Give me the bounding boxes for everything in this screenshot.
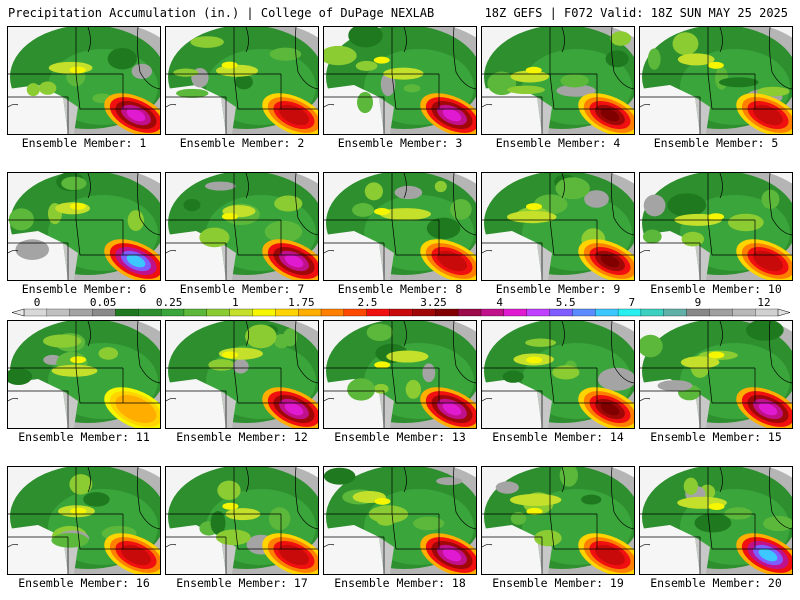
legend-color-swatch xyxy=(457,308,482,317)
ensemble-member-caption: Ensemble Member: 16 xyxy=(18,576,150,590)
legend-color-swatch xyxy=(343,308,368,317)
ensemble-member-map xyxy=(639,172,793,281)
legend-color-swatch xyxy=(617,308,642,317)
ensemble-member-map xyxy=(639,320,793,429)
legend-color-swatch xyxy=(526,308,550,317)
legend-color-bar xyxy=(11,308,791,317)
legend-color-swatch xyxy=(92,308,116,317)
legend-color-swatch xyxy=(69,308,93,317)
legend-color-swatch xyxy=(275,308,299,317)
ensemble-member-caption: Ensemble Member: 6 xyxy=(21,282,147,296)
ensemble-member-map xyxy=(7,26,161,135)
ensemble-member-map xyxy=(481,172,635,281)
ensemble-member-caption: Ensemble Member: 17 xyxy=(176,576,308,590)
ensemble-member-caption: Ensemble Member: 12 xyxy=(176,430,308,444)
ensemble-member-caption: Ensemble Member: 4 xyxy=(495,136,621,150)
model-run-label: 18Z GEFS | F072 Valid: 18Z SUN MAY 25 20… xyxy=(484,6,788,20)
ensemble-member-caption: Ensemble Member: 15 xyxy=(650,430,782,444)
ensemble-member-caption: Ensemble Member: 10 xyxy=(650,282,782,296)
ensemble-member-caption: Ensemble Member: 13 xyxy=(334,430,466,444)
ensemble-member-caption: Ensemble Member: 18 xyxy=(334,576,466,590)
legend-color-swatch xyxy=(389,308,413,317)
color-scale-legend: 0 0.05 0.25 1 1.75 2.5 3.25 4 5.5 7 9 12 xyxy=(0,297,800,319)
ensemble-member-map xyxy=(481,466,635,575)
ensemble-member-caption: Ensemble Member: 7 xyxy=(179,282,305,296)
legend-color-swatch xyxy=(480,308,505,317)
ensemble-member-map xyxy=(7,172,161,281)
legend-tick-label: 5.5 xyxy=(555,296,576,309)
ensemble-member-caption: Ensemble Member: 11 xyxy=(18,430,150,444)
ensemble-member-caption: Ensemble Member: 5 xyxy=(653,136,779,150)
legend-tick-label: 12 xyxy=(757,296,771,309)
legend-max-arrow xyxy=(777,308,791,317)
ensemble-member-caption: Ensemble Member: 8 xyxy=(337,282,463,296)
legend-tick-label: 0.25 xyxy=(155,296,183,309)
ensemble-member-map xyxy=(165,466,319,575)
ensemble-member-map xyxy=(481,320,635,429)
legend-tick-label: 3.25 xyxy=(420,296,447,309)
legend-color-swatch xyxy=(412,308,436,317)
ensemble-member-caption: Ensemble Member: 14 xyxy=(492,430,624,444)
legend-color-swatch xyxy=(138,308,162,317)
legend-color-swatch xyxy=(160,308,185,317)
ensemble-member-caption: Ensemble Member: 3 xyxy=(337,136,463,150)
legend-color-swatch xyxy=(549,308,573,317)
legend-color-swatch xyxy=(686,308,710,317)
legend-color-swatch xyxy=(206,308,231,317)
legend-color-swatch xyxy=(46,308,71,317)
legend-tick-label: 2.5 xyxy=(357,296,378,309)
legend-color-swatch xyxy=(663,308,688,317)
legend-color-swatch xyxy=(709,308,733,317)
ensemble-member-caption: Ensemble Member: 1 xyxy=(21,136,147,150)
legend-tick-label: 0 xyxy=(33,296,41,309)
ensemble-member-map xyxy=(639,466,793,575)
ensemble-member-map xyxy=(165,172,319,281)
ensemble-member-caption: Ensemble Member: 19 xyxy=(492,576,624,590)
legend-color-swatch xyxy=(435,308,459,317)
legend-min-arrow xyxy=(11,308,25,317)
legend-tick-label: 0.05 xyxy=(89,296,117,309)
legend-color-swatch xyxy=(183,308,208,317)
legend-tick-label: 7 xyxy=(628,296,636,309)
legend-tick-label: 1.75 xyxy=(288,296,315,309)
ensemble-member-caption: Ensemble Member: 2 xyxy=(179,136,305,150)
ensemble-member-caption: Ensemble Member: 20 xyxy=(650,576,782,590)
map-title: Precipitation Accumulation (in.) | Colle… xyxy=(8,6,435,20)
ensemble-member-map xyxy=(323,320,477,429)
legend-color-swatch xyxy=(252,308,276,317)
legend-color-swatch xyxy=(755,308,779,317)
legend-color-swatch xyxy=(732,308,756,317)
ensemble-member-map xyxy=(165,320,319,429)
legend-color-swatch xyxy=(23,308,48,317)
legend-color-swatch xyxy=(229,308,253,317)
legend-color-swatch xyxy=(298,308,322,317)
ensemble-member-map xyxy=(323,26,477,135)
ensemble-member-map xyxy=(323,172,477,281)
ensemble-member-map xyxy=(481,26,635,135)
legend-tick-label: 1 xyxy=(231,296,239,309)
ensemble-member-map xyxy=(7,466,161,575)
legend-color-swatch xyxy=(366,308,391,317)
ensemble-member-caption: Ensemble Member: 9 xyxy=(495,282,621,296)
legend-color-swatch xyxy=(595,308,619,317)
legend-color-swatch xyxy=(640,308,665,317)
ensemble-member-map xyxy=(7,320,161,429)
legend-color-swatch xyxy=(572,308,596,317)
legend-tick-label: 9 xyxy=(694,296,702,309)
legend-color-swatch xyxy=(503,308,528,317)
ensemble-member-map xyxy=(165,26,319,135)
legend-color-swatch xyxy=(320,308,345,317)
ensemble-member-map xyxy=(639,26,793,135)
legend-tick-label: 4 xyxy=(496,296,503,309)
ensemble-member-map xyxy=(323,466,477,575)
legend-color-swatch xyxy=(115,308,139,317)
